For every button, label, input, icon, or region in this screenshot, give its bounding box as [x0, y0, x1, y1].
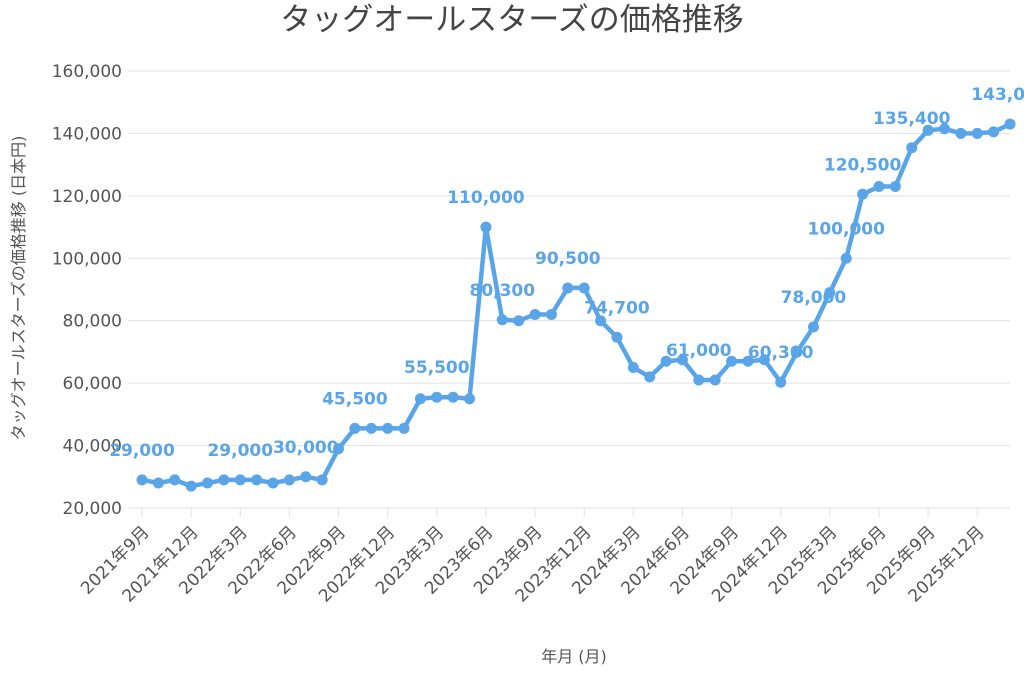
y-tick-label: 100,000	[52, 249, 122, 269]
data-point	[234, 474, 246, 486]
y-tick-label: 140,000	[52, 124, 122, 144]
data-point	[333, 443, 345, 455]
data-point	[676, 354, 688, 366]
data-point	[840, 252, 852, 264]
data-label: 110,000	[447, 188, 525, 208]
data-label: 29,000	[207, 441, 273, 461]
data-labels: 29,000 29,000 30,00045,50055,500110,00080,…	[109, 85, 1024, 461]
x-axis-label: 年月 (月)	[541, 647, 607, 666]
data-label: 55,500	[404, 358, 470, 378]
data-point	[660, 355, 672, 367]
data-point	[529, 308, 541, 320]
data-point	[873, 180, 885, 192]
y-tick-label: 80,000	[63, 312, 122, 332]
y-tick-label: 20,000	[63, 499, 122, 519]
data-point	[545, 308, 557, 320]
x-axis-ticks: 2021年9月2021年12月2022年3月2022年6月2022年9月2022…	[77, 508, 989, 606]
data-point	[857, 188, 869, 200]
data-point	[136, 474, 148, 486]
data-point	[775, 376, 787, 388]
data-point	[742, 355, 754, 367]
data-point	[988, 126, 1000, 138]
data-point	[693, 374, 705, 386]
data-label: 29,000	[109, 441, 175, 461]
data-point	[595, 315, 607, 327]
data-point	[300, 471, 312, 483]
data-point	[365, 422, 377, 434]
chart-title: タッグオールスターズの価格推移	[280, 2, 743, 38]
data-point	[251, 474, 263, 486]
data-points	[136, 118, 1016, 492]
data-point	[431, 391, 443, 403]
data-label: 60,300	[748, 343, 814, 363]
data-point	[578, 282, 590, 294]
data-point	[218, 474, 230, 486]
data-point	[611, 331, 623, 343]
data-point	[152, 477, 164, 489]
data-point	[955, 127, 967, 139]
data-label: 74,700	[584, 298, 650, 318]
data-point	[382, 422, 394, 434]
data-label: 135,400	[873, 109, 951, 129]
data-label: 80,300	[469, 281, 535, 301]
data-point	[316, 474, 328, 486]
data-point	[447, 391, 459, 403]
data-point	[922, 124, 934, 136]
data-label: 30,000	[273, 438, 339, 458]
data-point	[267, 477, 279, 489]
data-point	[726, 355, 738, 367]
data-label: 90,500	[535, 249, 601, 269]
data-point	[349, 422, 361, 434]
data-label: 45,500	[322, 389, 388, 409]
data-point	[169, 474, 181, 486]
data-point	[496, 314, 508, 326]
data-label: 61,000	[666, 341, 732, 361]
data-point	[791, 346, 803, 358]
data-point	[627, 362, 639, 374]
data-point	[414, 393, 426, 405]
y-tick-label: 120,000	[52, 187, 122, 207]
y-axis-label: タッグオールスターズの価格推移 (日本円)	[9, 136, 28, 441]
data-point	[807, 321, 819, 333]
y-tick-label: 40,000	[63, 437, 122, 457]
data-point	[464, 393, 476, 405]
data-point	[398, 422, 410, 434]
data-label: 78,000	[781, 288, 847, 308]
data-point	[971, 127, 983, 139]
y-axis-ticks: 20,000 40,000 60,000 80,000 100,000 120,000 14…	[52, 62, 122, 519]
y-tick-label: 160,000	[52, 62, 122, 82]
y-tick-label: 60,000	[63, 374, 122, 394]
data-point	[1004, 118, 1016, 130]
data-point	[202, 477, 214, 489]
data-point	[513, 315, 525, 327]
data-point	[824, 287, 836, 299]
data-point	[906, 142, 918, 154]
data-point	[644, 371, 656, 383]
data-point	[758, 354, 770, 366]
data-label: 143,000	[971, 85, 1024, 105]
data-point	[480, 221, 492, 233]
series-line	[139, 121, 1013, 489]
data-point	[283, 474, 295, 486]
data-point	[709, 374, 721, 386]
grid-lines	[128, 70, 1010, 509]
data-point	[562, 282, 574, 294]
data-point	[938, 123, 950, 135]
data-point	[889, 180, 901, 192]
data-point	[185, 480, 197, 492]
data-label: 100,000	[808, 219, 886, 239]
data-label: 120,500	[824, 155, 902, 175]
